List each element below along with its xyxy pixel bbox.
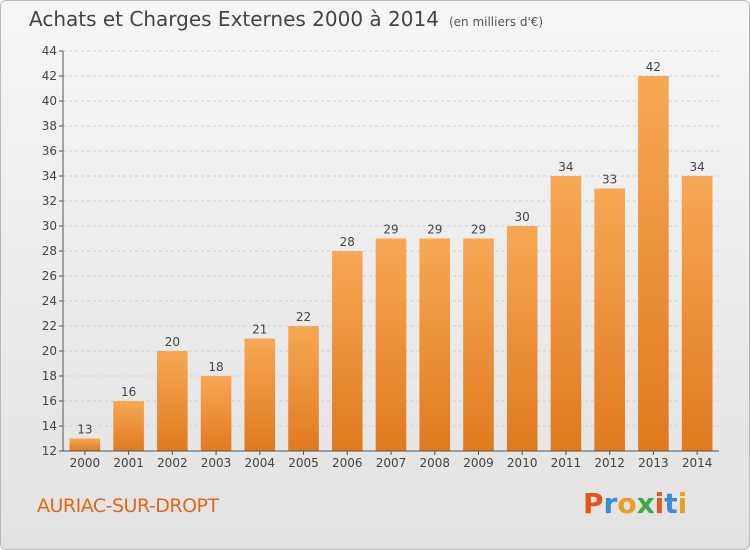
bar-value-label: 18	[208, 360, 223, 374]
bar-2007	[375, 238, 407, 451]
bar-2014	[681, 176, 713, 451]
bar-2003	[200, 376, 232, 451]
y-tick-label: 38	[42, 119, 57, 133]
x-tick-label: 2002	[157, 456, 188, 470]
x-tick-label: 2013	[638, 456, 669, 470]
y-tick-label: 12	[42, 444, 57, 458]
y-tick-label: 32	[42, 194, 57, 208]
bar-2006	[331, 251, 363, 451]
bar-2009	[463, 238, 494, 451]
y-tick-label: 20	[42, 344, 57, 358]
bar-2013	[638, 76, 669, 451]
logo-letter: o	[617, 487, 637, 520]
x-tick-label: 2007	[376, 456, 407, 470]
chart-title: Achats et Charges Externes 2000 à 2014 (e…	[29, 7, 543, 31]
logo-letter: P	[583, 487, 604, 520]
y-tick-label: 16	[42, 394, 57, 408]
y-tick-label: 36	[42, 144, 57, 158]
bar-value-label: 29	[471, 223, 486, 237]
bar-2010	[506, 226, 538, 451]
bar-value-label: 30	[515, 210, 530, 224]
logo-letter: t	[664, 487, 678, 520]
logo-letter: x	[636, 487, 655, 520]
bar-value-label: 22	[296, 310, 311, 324]
bar-value-label: 34	[689, 160, 704, 174]
x-tick-label: 2003	[201, 456, 232, 470]
y-tick-label: 14	[42, 419, 57, 433]
x-tick-label: 2006	[332, 456, 363, 470]
bar-2012	[594, 188, 625, 451]
bar-value-label: 16	[121, 385, 136, 399]
y-tick-label: 28	[42, 244, 57, 258]
logo-letter: i	[654, 487, 665, 520]
x-tick-label: 2004	[245, 456, 276, 470]
bar-value-label: 29	[383, 223, 398, 237]
x-tick-label: 2012	[594, 456, 625, 470]
bar-2008	[419, 238, 451, 451]
commune-name: AURIAC-SUR-DROPT	[37, 495, 219, 517]
y-tick-label: 30	[42, 219, 57, 233]
y-tick-label: 40	[42, 94, 57, 108]
x-tick-label: 2001	[113, 456, 144, 470]
bar-2005	[288, 326, 319, 451]
bar-value-label: 33	[602, 173, 617, 187]
y-tick-label: 24	[42, 294, 57, 308]
bar-value-label: 34	[558, 160, 573, 174]
logo-letter: i	[677, 487, 688, 520]
y-tick-label: 44	[42, 44, 57, 58]
bar-2000	[69, 438, 101, 451]
proxiti-logo: Proxiti	[583, 487, 687, 520]
bar-2002	[157, 351, 188, 451]
bar-value-label: 21	[252, 323, 267, 337]
x-tick-label: 2011	[551, 456, 582, 470]
y-tick-label: 26	[42, 269, 57, 283]
logo-letter: r	[603, 487, 618, 520]
x-tick-label: 2008	[419, 456, 450, 470]
bar-value-label: 20	[165, 335, 180, 349]
bar-2011	[550, 176, 582, 451]
chart-title-text: Achats et Charges Externes 2000 à 2014	[29, 7, 439, 31]
x-tick-label: 2010	[507, 456, 538, 470]
y-tick-label: 42	[42, 69, 57, 83]
x-tick-label: 2009	[463, 456, 494, 470]
y-tick-label: 18	[42, 369, 57, 383]
y-tick-label: 34	[42, 169, 57, 183]
x-tick-label: 2014	[682, 456, 713, 470]
x-tick-label: 2000	[70, 456, 101, 470]
bar-value-label: 13	[77, 423, 92, 437]
x-tick-label: 2005	[288, 456, 319, 470]
bar-value-label: 29	[427, 223, 442, 237]
bar-2004	[244, 338, 276, 451]
bar-2001	[113, 401, 144, 451]
bar-value-label: 28	[340, 235, 355, 249]
chart-subtitle: (en milliers d'€)	[448, 15, 544, 29]
bar-value-label: 42	[646, 60, 661, 74]
y-tick-label: 22	[42, 319, 57, 333]
